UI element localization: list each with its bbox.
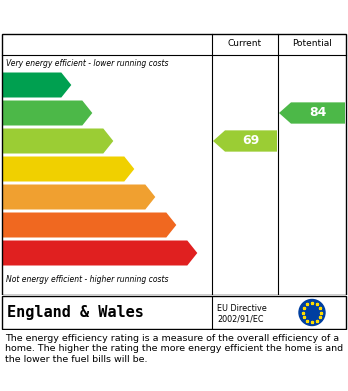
Polygon shape: [2, 72, 71, 97]
Text: Very energy efficient - lower running costs: Very energy efficient - lower running co…: [6, 59, 168, 68]
Text: (55-68): (55-68): [7, 166, 34, 172]
Text: C: C: [88, 132, 100, 150]
Text: EU Directive: EU Directive: [217, 304, 267, 313]
Text: (92-100): (92-100): [7, 82, 38, 88]
Polygon shape: [2, 156, 134, 181]
Text: B: B: [67, 104, 79, 122]
Circle shape: [299, 300, 325, 325]
Polygon shape: [2, 240, 197, 265]
Text: (69-80): (69-80): [7, 138, 34, 144]
Polygon shape: [279, 102, 345, 124]
Text: 69: 69: [242, 135, 260, 147]
Text: 2002/91/EC: 2002/91/EC: [217, 314, 263, 323]
Text: (39-54): (39-54): [7, 194, 34, 200]
Text: England & Wales: England & Wales: [7, 305, 144, 320]
Text: (21-38): (21-38): [7, 222, 34, 228]
Text: F: F: [152, 216, 163, 234]
Text: The energy efficiency rating is a measure of the overall efficiency of a home. T: The energy efficiency rating is a measur…: [5, 334, 343, 364]
Text: Potential: Potential: [292, 39, 332, 48]
Polygon shape: [2, 129, 113, 154]
Text: (1-20): (1-20): [7, 250, 29, 256]
Text: G: G: [171, 244, 184, 262]
Text: 84: 84: [309, 106, 327, 120]
Text: (81-91): (81-91): [7, 110, 34, 116]
Text: Current: Current: [228, 39, 262, 48]
Polygon shape: [2, 100, 92, 126]
Polygon shape: [213, 130, 277, 152]
Text: E: E: [131, 188, 142, 206]
Polygon shape: [2, 212, 176, 237]
Text: A: A: [46, 76, 58, 94]
Text: Not energy efficient - higher running costs: Not energy efficient - higher running co…: [6, 276, 168, 285]
Text: D: D: [108, 160, 121, 178]
Text: Energy Efficiency Rating: Energy Efficiency Rating: [10, 9, 232, 24]
Polygon shape: [2, 185, 155, 210]
